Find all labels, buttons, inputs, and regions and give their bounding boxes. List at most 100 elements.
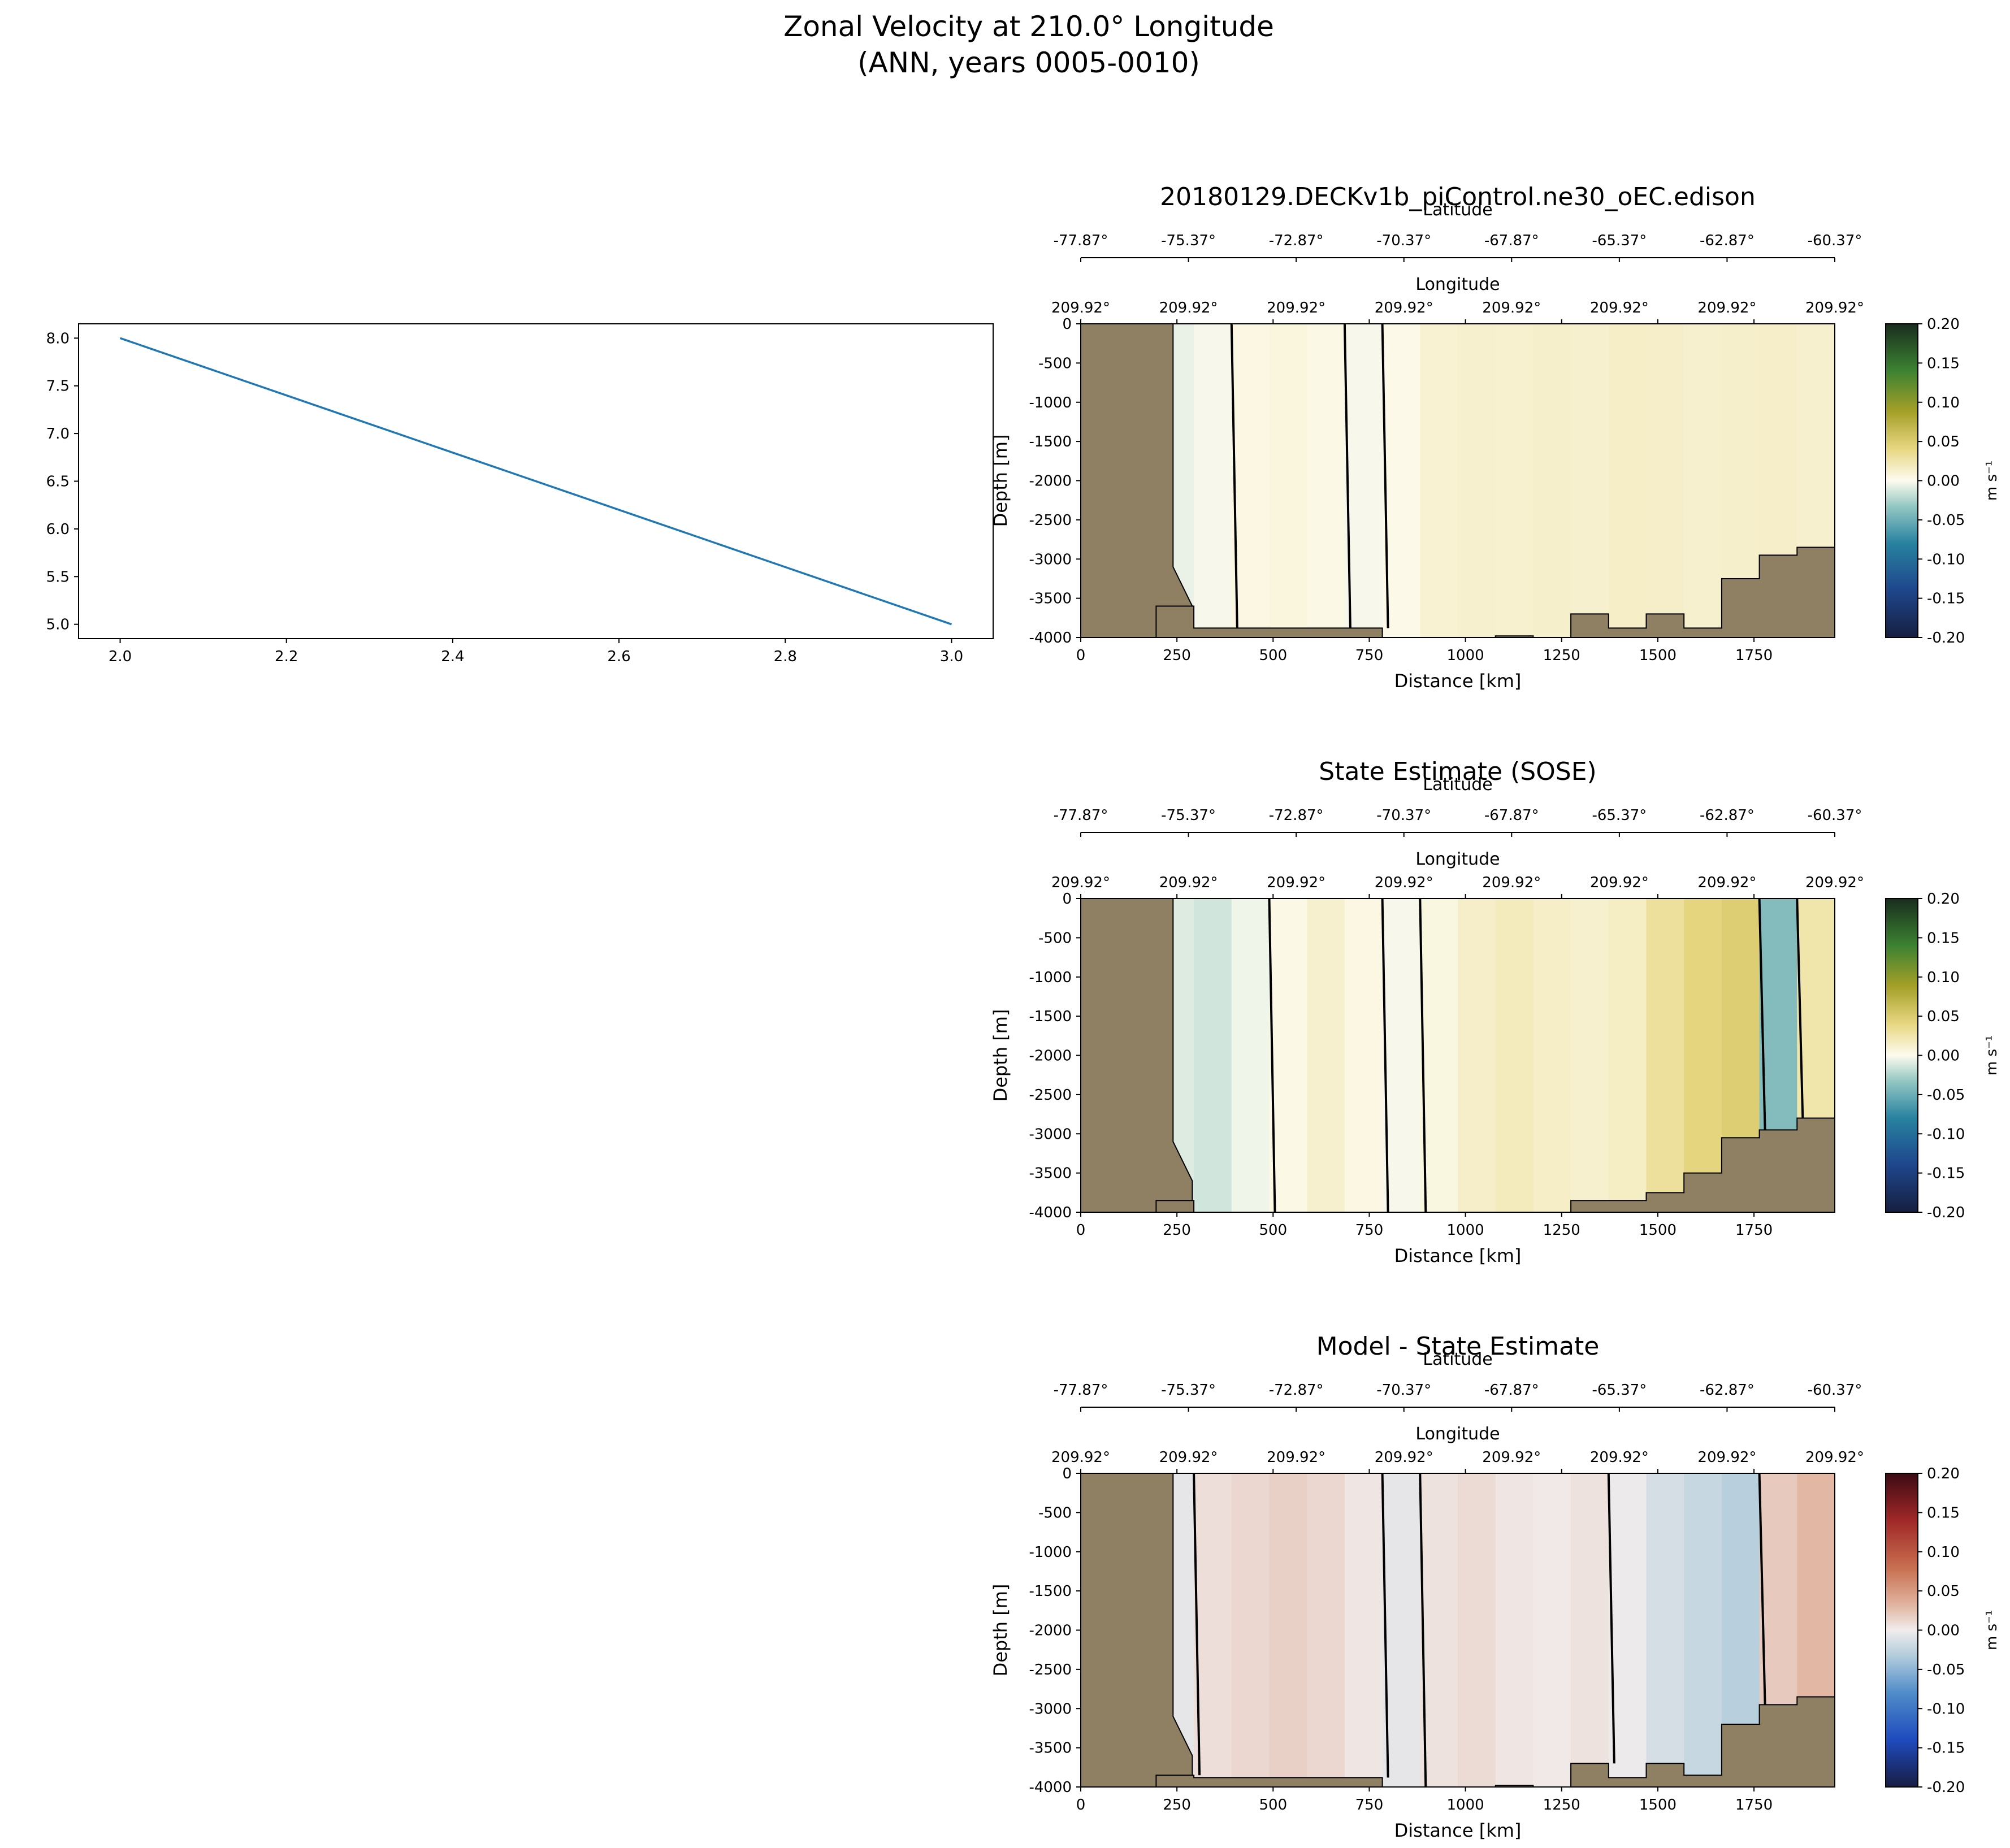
colorbar-tick-label: 0.15	[1927, 930, 1960, 947]
line-chart: 2.0 2.2 2.4 2.6 2.8 3.0 5.0 5.5 6.0 6.5 7.0 7.5 8.0	[46, 323, 994, 665]
velocity-cell	[1344, 324, 1383, 637]
line-chart-ytick-label: 7.5	[46, 378, 70, 395]
line-chart-xtick-label: 2.6	[607, 648, 630, 665]
xtick-label: 1250	[1543, 1797, 1580, 1814]
panel-title: Model - State Estimate	[1316, 1332, 1600, 1361]
ytick-label: -3500	[1029, 591, 1072, 608]
ytick-label: -2000	[1029, 473, 1072, 490]
colorbar-tick-label: 0.10	[1927, 394, 1960, 411]
colorbar-tick-label: -0.15	[1927, 1740, 1965, 1757]
longitude-tick-label: 209.92°	[1051, 1449, 1110, 1466]
velocity-cell	[1231, 899, 1270, 1212]
panel-title: State Estimate (SOSE)	[1319, 757, 1596, 786]
latitude-tick-label: -65.37°	[1592, 1382, 1647, 1399]
ytick-label: -1000	[1029, 1544, 1072, 1561]
ytick-label: -1500	[1029, 433, 1072, 450]
velocity-cell	[1269, 899, 1307, 1212]
line-chart-xtick-label: 3.0	[940, 648, 963, 665]
panel-model: 20180129.DECKv1b_piControl.ne30_oEC.edis…	[990, 183, 2000, 692]
line-chart-xtick-label: 2.2	[275, 648, 298, 665]
latitude-axis-label: Latitude	[1423, 200, 1492, 220]
line-chart-ytick-label: 5.0	[46, 617, 70, 634]
x-axis-label: Distance [km]	[1394, 1245, 1522, 1266]
latitude-tick-label: -62.87°	[1700, 1382, 1755, 1399]
latitude-tick-label: -67.87°	[1484, 232, 1539, 249]
velocity-cell	[1231, 324, 1270, 637]
xtick-label: 0	[1076, 647, 1086, 664]
latitude-tick-label: -72.87°	[1269, 1382, 1324, 1399]
zero-contour	[1419, 1473, 1427, 1788]
ytick-label: -2500	[1029, 1087, 1072, 1104]
ytick-label: 0	[1062, 1465, 1072, 1482]
longitude-tick-label: 209.92°	[1805, 874, 1864, 891]
xtick-label: 500	[1259, 1222, 1287, 1239]
colorbar-tick-label: -0.15	[1927, 1165, 1965, 1182]
line-chart-xtick-label: 2.4	[441, 648, 464, 665]
figure-title-line2: (ANN, years 0005-0010)	[857, 46, 1200, 79]
latitude-tick-label: -77.87°	[1054, 232, 1108, 249]
colorbar-tick-label: -0.20	[1927, 1779, 1965, 1796]
ytick-label: -3500	[1029, 1740, 1072, 1757]
colorbar	[1885, 323, 1918, 638]
velocity-cell	[1646, 899, 1684, 1212]
colorbar-tick-label: -0.15	[1927, 591, 1965, 608]
latitude-tick-label: -62.87°	[1700, 807, 1755, 824]
latitude-tick-label: -62.87°	[1700, 232, 1755, 249]
colorbar-tick-label: -0.20	[1927, 630, 1965, 647]
velocity-cell	[1458, 324, 1496, 637]
velocity-cell	[1646, 1473, 1684, 1787]
velocity-cell	[1684, 324, 1722, 637]
xtick-label: 1250	[1543, 1222, 1580, 1239]
ytick-label: -2000	[1029, 1048, 1072, 1065]
latitude-axis-label: Latitude	[1423, 775, 1492, 795]
colorbar-tick-label: 0.05	[1927, 1008, 1960, 1025]
y-axis-label: Depth [m]	[990, 435, 1011, 527]
velocity-cell	[1382, 324, 1420, 637]
x-axis-label: Distance [km]	[1394, 1820, 1522, 1841]
xtick-label: 1500	[1639, 1222, 1677, 1239]
longitude-tick-label: 209.92°	[1159, 300, 1218, 316]
zero-contour	[1796, 898, 1804, 1118]
longitude-tick-label: 209.92°	[1697, 874, 1756, 891]
colorbar	[1885, 898, 1918, 1213]
ytick-label: -3000	[1029, 1126, 1072, 1143]
line-series	[119, 337, 952, 626]
velocity-cell	[1269, 1473, 1307, 1787]
longitude-tick-label: 209.92°	[1482, 874, 1541, 891]
zero-contour	[1381, 898, 1389, 1213]
velocity-cell	[1194, 1473, 1232, 1787]
longitude-tick-label: 209.92°	[1590, 1449, 1649, 1466]
velocity-cell	[1608, 899, 1647, 1212]
latitude-tick-label: -75.37°	[1161, 232, 1216, 249]
velocity-cell	[1608, 1473, 1647, 1787]
velocity-cell	[1420, 1473, 1458, 1787]
ytick-label: -4000	[1029, 630, 1072, 647]
longitude-tick-label: 209.92°	[1267, 1449, 1325, 1466]
colorbar-label: m s⁻¹	[1983, 1610, 2000, 1650]
colorbar-tick-label: 0.05	[1927, 433, 1960, 450]
ytick-label: -500	[1038, 355, 1072, 372]
xtick-label: 1000	[1447, 1222, 1484, 1239]
velocity-cell	[1458, 1473, 1496, 1787]
xtick-label: 0	[1076, 1222, 1086, 1239]
zero-contour	[1381, 323, 1389, 628]
xtick-label: 250	[1163, 1222, 1191, 1239]
latitude-tick-label: -65.37°	[1592, 807, 1647, 824]
colorbar-tick-label: 0.15	[1927, 1504, 1960, 1521]
colorbar-tick-label: 0.00	[1927, 1048, 1960, 1065]
colorbar-tick-label: -0.05	[1927, 512, 1965, 529]
ytick-label: -2500	[1029, 1662, 1072, 1678]
colorbar-tick-label: 0.05	[1927, 1583, 1960, 1600]
zero-contour	[1381, 1473, 1389, 1778]
latitude-tick-label: -60.37°	[1808, 1382, 1862, 1399]
xtick-label: 1500	[1639, 647, 1677, 664]
colorbar-label: m s⁻¹	[1983, 461, 2000, 501]
velocity-cell	[1571, 1473, 1609, 1787]
xtick-label: 1250	[1543, 647, 1580, 664]
velocity-cell	[1646, 324, 1684, 637]
zero-contour	[1230, 323, 1238, 628]
colorbar-tick-label: 0.10	[1927, 969, 1960, 986]
latitude-tick-label: -70.37°	[1376, 232, 1431, 249]
longitude-tick-label: 209.92°	[1590, 300, 1649, 316]
